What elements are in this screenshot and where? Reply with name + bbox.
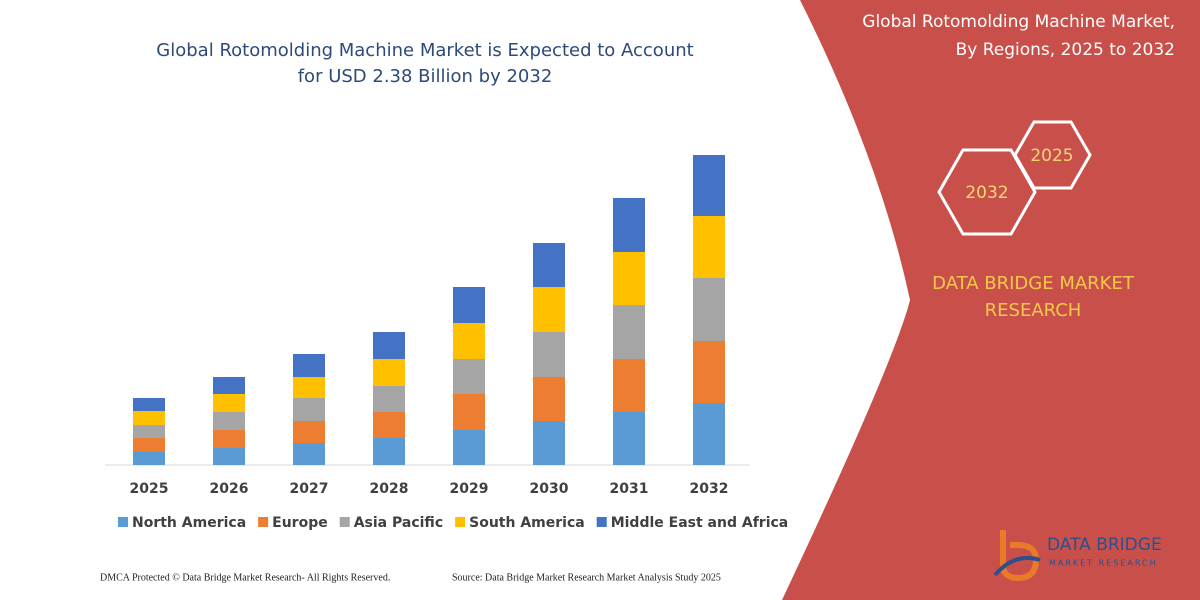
bar-segment: [293, 377, 325, 398]
legend-swatch: [339, 517, 350, 527]
bar-segment: [533, 377, 565, 421]
x-tick-label: 2030: [530, 481, 569, 497]
bar-segment: [533, 287, 565, 332]
legend-swatch: [596, 517, 607, 527]
bar-segment: [213, 430, 245, 448]
bar-segment: [533, 243, 565, 287]
legend-label: South America: [469, 515, 585, 531]
brand-text: RESEARCH: [985, 300, 1082, 321]
bar-segment: [373, 359, 405, 386]
bar-segment: [613, 198, 645, 252]
footer-left: DMCA Protected © Data Bridge Market Rese…: [100, 572, 390, 583]
chart-title: for USD 2.38 Billion by 2032: [298, 66, 553, 87]
legend-swatch: [118, 517, 128, 527]
bar-segment: [133, 438, 165, 452]
bar-segment: [133, 411, 165, 425]
bar-segment: [533, 332, 565, 377]
bar-segment: [293, 398, 325, 421]
bar-segment: [293, 421, 325, 443]
legend-label: North America: [132, 515, 246, 531]
logo-icon: [1000, 530, 1040, 582]
bar-segment: [613, 252, 645, 305]
x-tick-label: 2026: [210, 481, 249, 497]
bar-segment: [693, 341, 725, 403]
hexagon-label: 2032: [965, 183, 1008, 203]
logo: DATA BRIDGE MARKET RESEARCH: [993, 530, 1162, 582]
bar-segment: [613, 305, 645, 359]
legend-label: Asia Pacific: [354, 515, 443, 531]
hexagon-label: 2025: [1030, 146, 1073, 166]
chart-title: Global Rotomolding Machine Market is Exp…: [156, 40, 693, 61]
bar-segment: [213, 377, 245, 394]
logo-name: DATA BRIDGE: [1047, 535, 1162, 555]
bar-segment: [133, 452, 165, 465]
bar-segment: [693, 155, 725, 216]
legend-label: Europe: [272, 515, 328, 531]
bar-segment: [453, 323, 485, 359]
legend-label: Middle East and Africa: [611, 515, 789, 531]
bar-segment: [453, 287, 485, 323]
footer-right: Source: Data Bridge Market Research Mark…: [452, 572, 721, 583]
bar-segment: [693, 403, 725, 465]
bar-segment: [693, 278, 725, 341]
bar-segment: [453, 430, 485, 465]
legend-swatch: [258, 517, 269, 527]
bar-segment: [693, 216, 725, 278]
bar-segment: [373, 386, 405, 412]
bar-segment: [613, 359, 645, 412]
bar-segment: [133, 398, 165, 411]
hexagon: [937, 148, 1037, 236]
logo-tagline: MARKET RESEARCH: [1049, 559, 1158, 568]
logo-icon: [993, 555, 1041, 577]
panel-title: Global Rotomolding Machine Market,: [862, 12, 1175, 32]
legend-swatch: [455, 517, 466, 527]
x-tick-label: 2032: [690, 481, 729, 497]
bar-segment: [213, 448, 245, 465]
bar-segment: [373, 438, 405, 465]
bar-segment: [453, 394, 485, 430]
bar-segment: [213, 394, 245, 412]
x-tick-label: 2028: [370, 481, 409, 497]
bar-segment: [293, 354, 325, 377]
panel-title: By Regions, 2025 to 2032: [956, 40, 1175, 60]
bar-segment: [213, 412, 245, 430]
bar-segment: [373, 332, 405, 359]
bar-segment: [133, 425, 165, 438]
bar-segment: [453, 359, 485, 394]
x-tick-label: 2029: [450, 481, 489, 497]
bar-segment: [373, 412, 405, 438]
side-panel: [782, 0, 1200, 600]
brand-text: DATA BRIDGE MARKET: [932, 273, 1135, 294]
x-tick-label: 2025: [130, 481, 169, 497]
x-tick-label: 2027: [290, 481, 329, 497]
bar-segment: [293, 443, 325, 465]
bar-segment: [533, 421, 565, 465]
x-tick-label: 2031: [610, 481, 649, 497]
bar-segment: [613, 412, 645, 465]
